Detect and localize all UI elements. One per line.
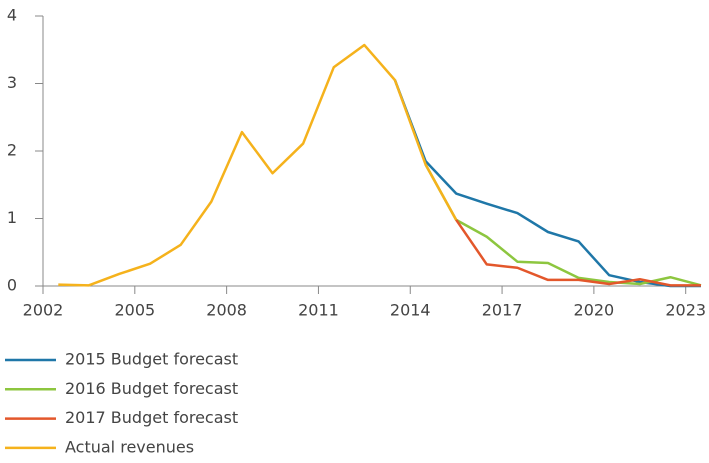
x-tick-label: 2017 xyxy=(482,301,523,320)
series-line xyxy=(424,163,702,287)
series-line xyxy=(455,219,701,287)
legend-label: 2016 Budget forecast xyxy=(65,379,238,398)
y-tick-label: 4 xyxy=(7,6,17,25)
y-tick-label: 3 xyxy=(7,73,17,92)
series-line xyxy=(393,79,701,288)
legend-label: Actual revenues xyxy=(65,437,194,456)
y-tick-label: 2 xyxy=(7,141,17,160)
x-tick-label: 2023 xyxy=(665,301,706,320)
x-tick-label: 2002 xyxy=(23,301,64,320)
legend-label: 2017 Budget forecast xyxy=(65,408,238,427)
x-tick-label: 2011 xyxy=(298,301,339,320)
legend-label: 2015 Budget forecast xyxy=(65,350,238,369)
x-tick-label: 2008 xyxy=(206,301,247,320)
x-tick-label: 2020 xyxy=(574,301,615,320)
y-tick-label: 0 xyxy=(7,276,17,295)
y-tick-label: 1 xyxy=(7,208,17,227)
x-tick-label: 2005 xyxy=(114,301,155,320)
series-line xyxy=(58,43,458,287)
x-tick-label: 2014 xyxy=(390,301,431,320)
